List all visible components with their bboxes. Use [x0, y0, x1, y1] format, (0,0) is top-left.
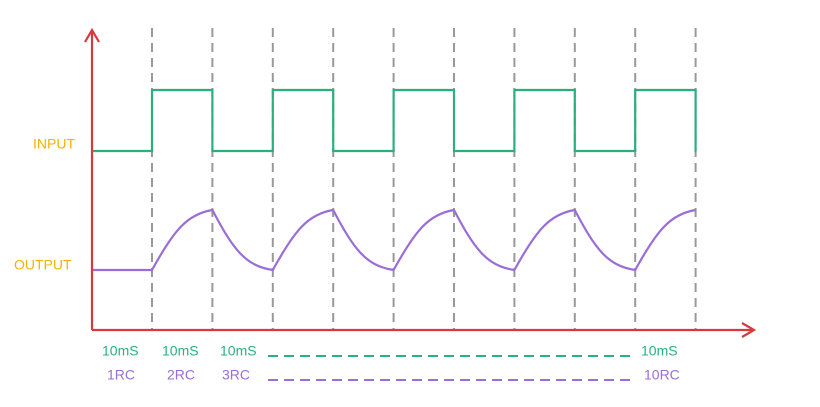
rc-label: 10RC	[644, 367, 680, 383]
x-arrow	[741, 322, 757, 338]
rc-label: 1RC	[107, 367, 135, 383]
time-label: 10mS	[641, 343, 678, 359]
time-dividers	[151, 28, 697, 330]
time-label: 10mS	[220, 343, 257, 359]
y-arrow	[84, 27, 100, 43]
output-label: OUTPUT	[14, 257, 72, 273]
rc-label: 3RC	[222, 367, 250, 383]
rc-label: 2RC	[167, 367, 195, 383]
input-label: INPUT	[33, 136, 75, 152]
time-label: 10mS	[162, 343, 199, 359]
output-wave	[92, 208, 696, 272]
input-wave	[92, 88, 697, 153]
time-label: 10mS	[102, 343, 139, 359]
